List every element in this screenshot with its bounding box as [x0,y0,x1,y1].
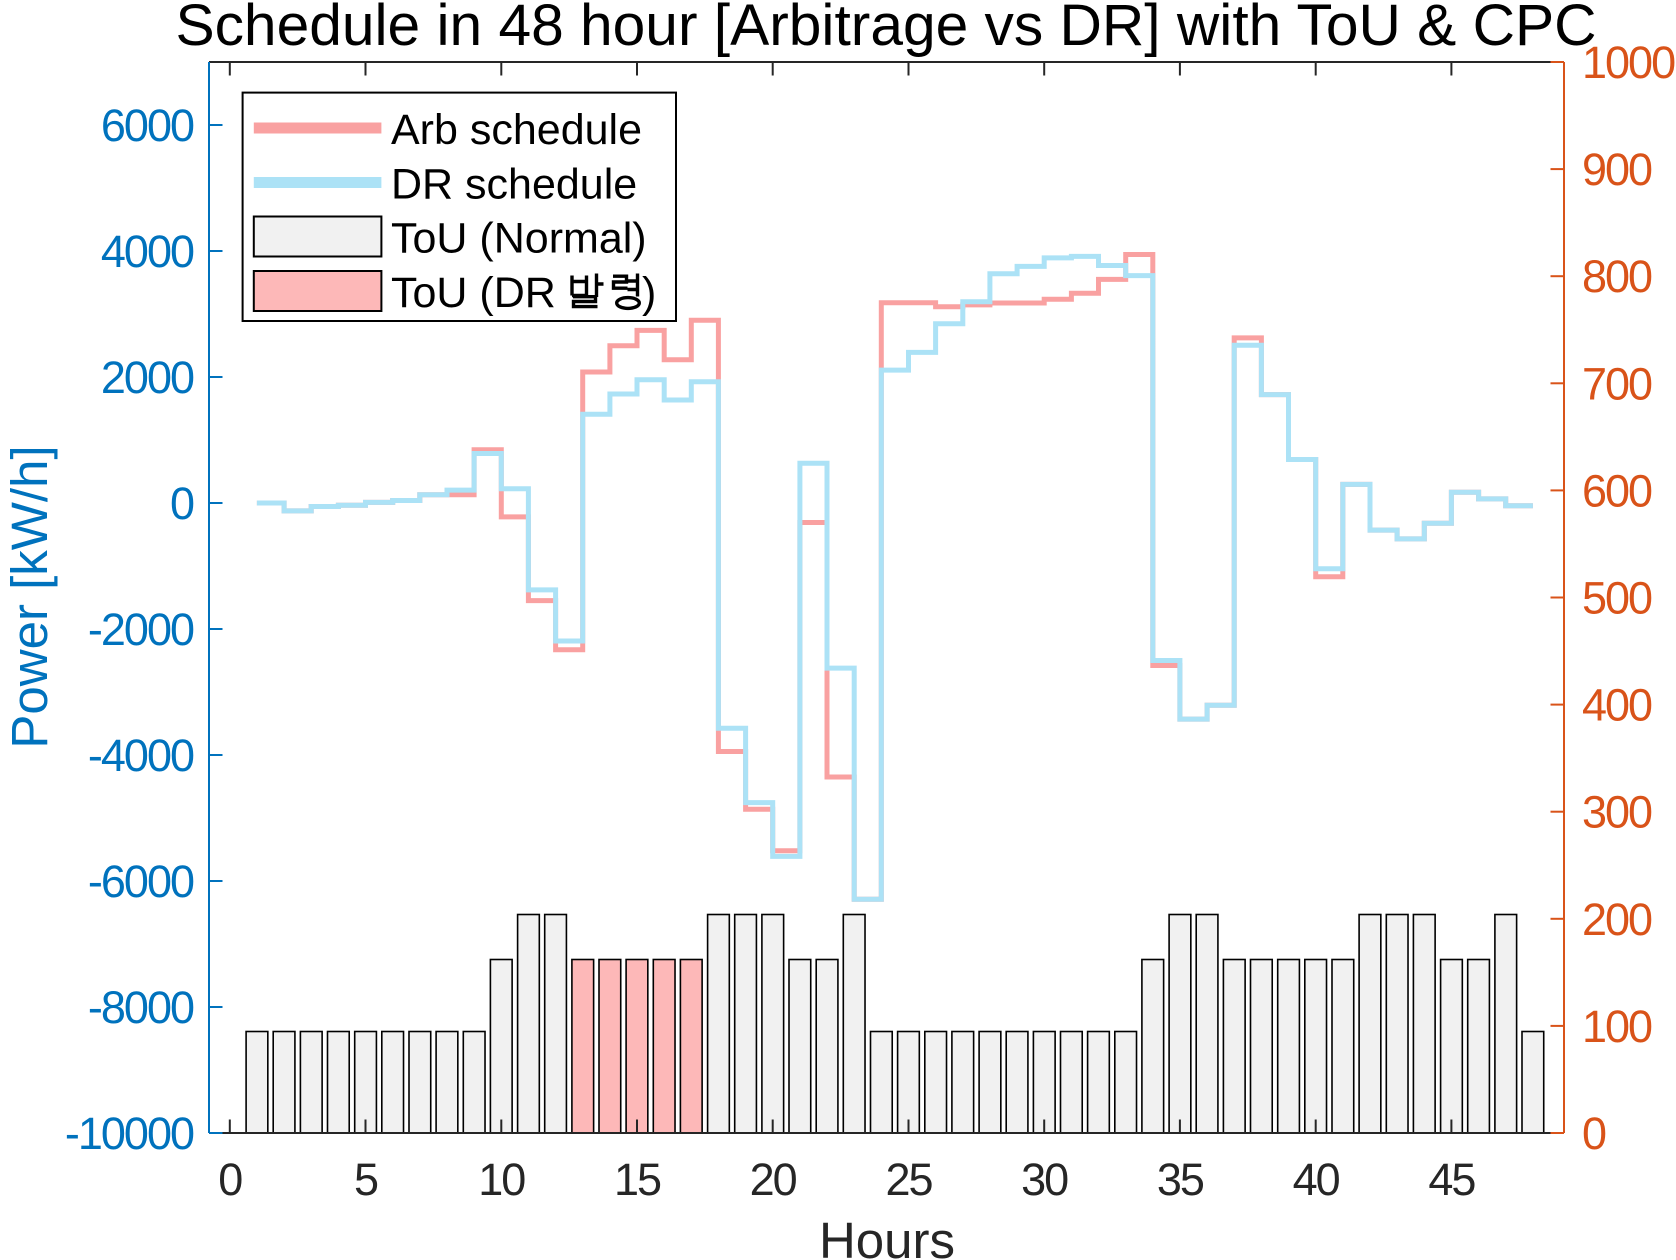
svg-text:40: 40 [1293,1154,1340,1205]
svg-text:ToU (DR: ToU (DR [391,269,556,317]
svg-text:Hours: Hours [819,1212,955,1260]
svg-text:35: 35 [1157,1154,1204,1205]
svg-text:6000: 6000 [101,100,194,151]
svg-text:200: 200 [1582,894,1652,945]
svg-text:400: 400 [1582,680,1652,731]
svg-text:30: 30 [1021,1154,1068,1205]
svg-text:45: 45 [1428,1154,1475,1205]
svg-text:-10000: -10000 [65,1108,194,1159]
svg-text:5: 5 [354,1154,378,1205]
svg-text:1000: 1000 [1582,37,1675,88]
svg-text:2000: 2000 [101,352,194,403]
svg-text:300: 300 [1582,787,1652,838]
svg-text:0: 0 [170,478,194,529]
svg-text:Power [kW/h]: Power [kW/h] [1,445,58,748]
svg-text:-6000: -6000 [88,856,194,907]
svg-text:20: 20 [750,1154,797,1205]
svg-text:15: 15 [614,1154,661,1205]
svg-text:Schedule in 48 hour [Arbitrage: Schedule in 48 hour [Arbitrage vs DR] wi… [175,0,1596,58]
svg-text:4000: 4000 [101,226,194,277]
svg-text:-2000: -2000 [88,604,194,655]
svg-text:10: 10 [478,1154,525,1205]
svg-text:): ) [642,269,656,317]
svg-text:DR schedule: DR schedule [391,161,637,209]
svg-text:900: 900 [1582,144,1652,195]
svg-text:0: 0 [1582,1108,1606,1159]
svg-text:25: 25 [885,1154,932,1205]
svg-text:500: 500 [1582,573,1652,624]
svg-text:0: 0 [218,1154,242,1205]
svg-text:ToU (Normal): ToU (Normal) [391,215,647,263]
svg-text:700: 700 [1582,358,1652,409]
svg-text:Arb schedule: Arb schedule [391,106,642,154]
svg-text:-4000: -4000 [88,730,194,781]
svg-text:600: 600 [1582,465,1652,516]
svg-text:100: 100 [1582,1001,1652,1052]
svg-text:-8000: -8000 [88,982,194,1033]
svg-text:800: 800 [1582,251,1652,302]
